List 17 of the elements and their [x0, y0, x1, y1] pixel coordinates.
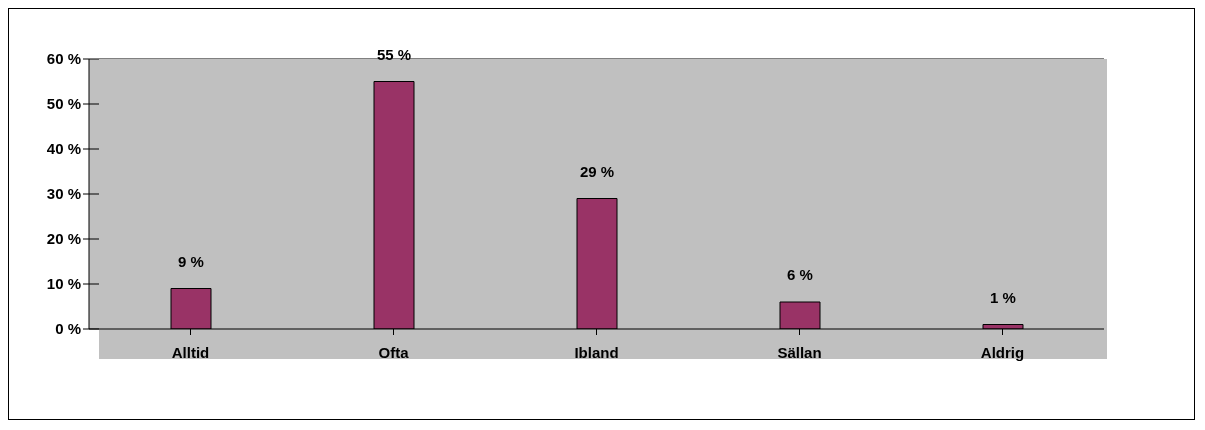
y-tick-label: 40 %: [46, 140, 81, 158]
y-tick-label: 0 %: [55, 320, 81, 338]
y-tick-label: 30 %: [46, 185, 81, 203]
y-tick-label: 60 %: [46, 50, 81, 68]
x-tick-label: Ibland: [574, 343, 619, 361]
y-tick-label: 10 %: [46, 275, 81, 293]
data-label: 29 %: [579, 162, 615, 180]
x-tick-label: Sällan: [777, 343, 822, 361]
x-tick-label: Aldrig: [980, 343, 1025, 361]
data-label: 9 %: [178, 252, 204, 270]
y-tick-label: 50 %: [46, 95, 81, 113]
data-label: 55 %: [376, 45, 412, 63]
x-tick-label: Ofta: [378, 343, 410, 361]
data-label: 6 %: [787, 266, 813, 283]
data-label: 1 %: [990, 288, 1016, 306]
y-tick-label: 20 %: [46, 230, 81, 248]
x-tick-label: Alltid: [171, 343, 210, 361]
